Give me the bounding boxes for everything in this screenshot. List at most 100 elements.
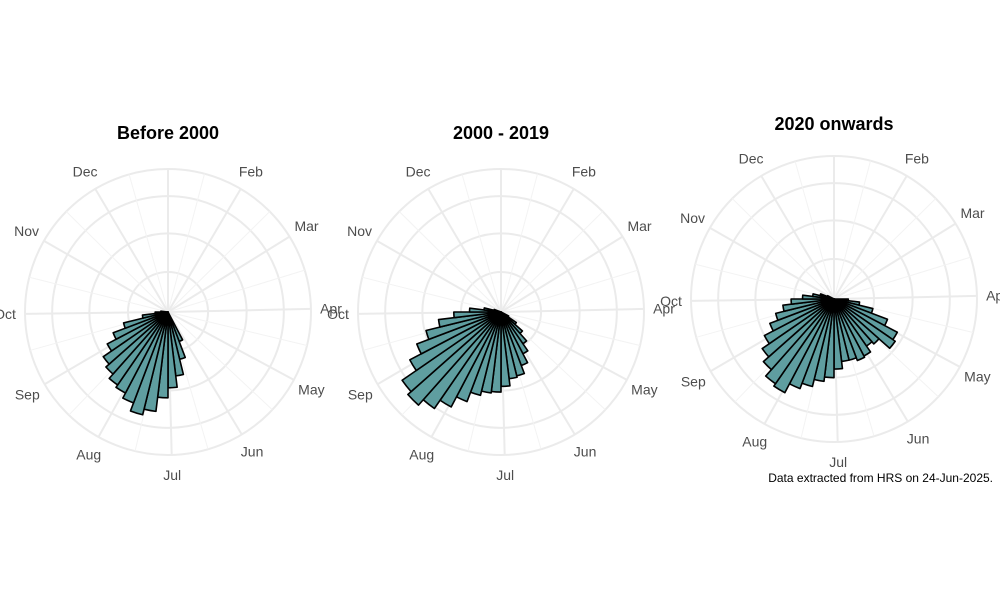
grid-spoke	[167, 235, 291, 313]
bar-week-33	[407, 311, 502, 406]
grid-minor-spoke	[833, 160, 871, 300]
panel-2020-onwards: 2020 onwards Dec Feb Mar Apr May Jun Jul Aug Sep…	[660, 114, 1000, 470]
month-label-jul: Jul	[829, 454, 847, 470]
grid-minor-spoke	[500, 311, 641, 347]
grid-minor-spoke	[167, 311, 308, 347]
bar-week-33	[762, 298, 835, 371]
month-label-oct: Oct	[660, 293, 682, 309]
month-labels: Dec Feb Mar Apr May Jun Jul Aug Sep Oct Nov	[660, 151, 1000, 470]
grid-spoke	[167, 311, 295, 381]
panel-title: 2020 onwards	[774, 114, 893, 134]
bar-week-35	[763, 298, 835, 345]
bar-week-39	[453, 311, 502, 319]
month-label-mar: Mar	[960, 205, 984, 221]
panel-2000-2019: 2000 - 2019 Dec Feb Mar Apr May Jun Jul Aug Sep O…	[327, 123, 675, 483]
bar-week-36	[769, 298, 835, 332]
month-label-apr: Apr	[986, 288, 1000, 304]
bar-week-38	[782, 298, 835, 313]
month-label-jun: Jun	[241, 444, 264, 460]
grid-spoke	[43, 239, 169, 313]
grid-minor-spoke	[128, 174, 169, 313]
grid-minor-spoke	[461, 174, 502, 313]
grid-spoke	[167, 311, 243, 436]
month-label-feb: Feb	[905, 151, 929, 167]
bar-week-19	[833, 298, 896, 350]
grid-spoke	[376, 239, 502, 313]
bar-week-36	[112, 311, 169, 341]
bar-week-37	[122, 311, 169, 330]
grid-minor-spoke	[833, 198, 937, 300]
panel-title: Before 2000	[117, 123, 219, 143]
grid-minor-spoke	[500, 173, 538, 313]
month-label-aug: Aug	[409, 446, 434, 462]
grid-minor-spoke	[167, 269, 305, 313]
bar-week-34	[761, 298, 835, 358]
month-label-oct: Oct	[327, 306, 349, 322]
month-label-aug: Aug	[76, 446, 101, 462]
month-label-dec: Dec	[73, 164, 98, 180]
data-source-caption: Data extracted from HRS on 24-Jun-2025.	[768, 471, 993, 485]
grid-spoke	[500, 311, 628, 381]
grid-spoke	[833, 175, 908, 300]
grid-minor-spoke	[500, 211, 604, 313]
bar-week-42	[493, 308, 502, 313]
grid-minor-spoke	[65, 211, 169, 313]
month-label-apr: Apr	[653, 301, 675, 317]
grid-minor-spoke	[29, 276, 169, 313]
grid-spoke	[167, 307, 311, 313]
bar-series	[401, 307, 529, 410]
grid-minor-spoke	[731, 198, 835, 300]
grid-spoke	[24, 311, 169, 315]
month-label-oct: Oct	[0, 306, 16, 322]
month-label-may: May	[964, 368, 990, 384]
grid-minor-spoke	[362, 276, 502, 313]
grid-minor-spoke	[500, 269, 638, 313]
month-label-jun: Jun	[907, 431, 930, 447]
month-label-nov: Nov	[347, 223, 372, 239]
grid-minor-spoke	[695, 263, 835, 300]
month-label-apr: Apr	[320, 301, 342, 317]
grid-spoke	[94, 188, 169, 313]
bar-week-33	[105, 311, 169, 375]
month-label-mar: Mar	[294, 218, 318, 234]
bar-week-34	[102, 311, 169, 365]
grid-spoke	[833, 222, 957, 300]
grid-spoke	[833, 294, 977, 300]
bar-week-31	[115, 311, 169, 394]
bar-week-37	[774, 298, 835, 322]
month-label-dec: Dec	[739, 151, 764, 167]
bar-week-32	[108, 311, 169, 386]
grid-spoke	[500, 235, 624, 313]
month-label-nov: Nov	[680, 210, 705, 226]
grid-spoke	[760, 175, 835, 300]
panel-before-2000: Before 2000 Dec Feb Mar Apr May Jun Jul Aug Sep O…	[0, 123, 342, 483]
bar-week-32	[764, 298, 835, 385]
bar-week-20	[833, 298, 880, 345]
month-label-may: May	[298, 381, 324, 397]
bar-week-34	[401, 311, 502, 393]
bar-week-43	[826, 294, 835, 300]
month-label-mar: Mar	[627, 218, 651, 234]
grid-minor-spoke	[398, 211, 502, 313]
grid-spoke	[500, 307, 644, 313]
month-label-feb: Feb	[239, 164, 263, 180]
month-label-feb: Feb	[572, 164, 596, 180]
bar-week-37	[425, 311, 502, 341]
panel-title: 2000 - 2019	[453, 123, 549, 143]
grid-minor-spoke	[794, 161, 835, 300]
grid-minor-spoke	[167, 211, 271, 313]
bar-series	[761, 293, 899, 394]
grid-minor-spoke	[167, 311, 273, 411]
month-label-sep: Sep	[348, 386, 373, 402]
grid-minor-spoke	[167, 173, 205, 313]
month-label-aug: Aug	[742, 433, 767, 449]
month-label-nov: Nov	[14, 223, 39, 239]
bar-week-35	[409, 311, 502, 372]
month-labels: Dec Feb Mar Apr May Jun Jul Aug Sep Oct Nov	[327, 164, 675, 483]
grid-spoke	[427, 188, 502, 313]
bar-week-40	[160, 310, 169, 313]
month-label-may: May	[631, 381, 657, 397]
month-label-jun: Jun	[574, 444, 597, 460]
bar-week-23	[833, 298, 866, 362]
bar-week-38	[437, 311, 502, 328]
